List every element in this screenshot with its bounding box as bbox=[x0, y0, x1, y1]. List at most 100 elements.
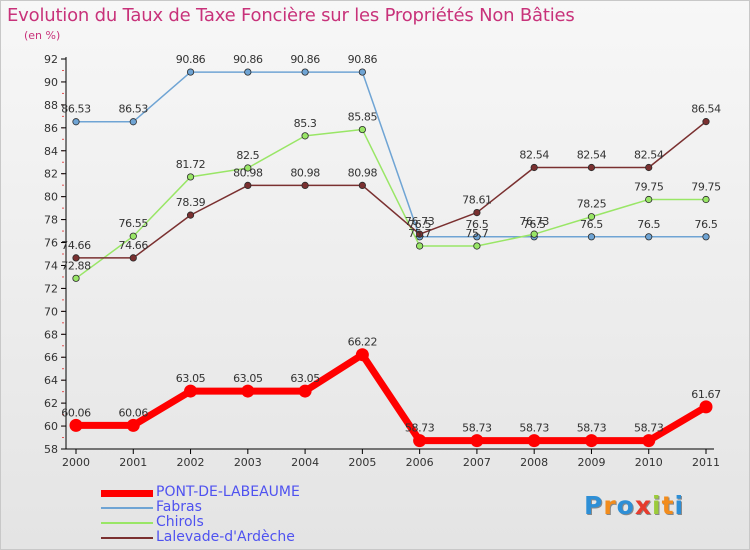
data-point bbox=[416, 242, 424, 250]
data-label: 80.98 bbox=[233, 166, 263, 179]
x-tick-label: 2010 bbox=[635, 456, 663, 469]
legend-label-fabras: Fabras bbox=[156, 499, 202, 515]
data-point bbox=[186, 68, 195, 76]
y-tick-label: 72 bbox=[44, 282, 58, 295]
data-point bbox=[358, 125, 366, 134]
logo-letter: x bbox=[634, 491, 652, 520]
data-point bbox=[129, 118, 137, 126]
logo-letter: i bbox=[652, 491, 662, 520]
data-label: 82.54 bbox=[634, 149, 664, 162]
data-point bbox=[358, 181, 366, 190]
logo-letter: r bbox=[603, 491, 617, 520]
y-tick-label: 78 bbox=[44, 214, 58, 227]
line-chart: 58 60 62 64 66 68 70 72 74 76 78 80 82 84 86 88 90 92 2000… bbox=[44, 53, 722, 469]
data-label: 90.86 bbox=[290, 53, 320, 66]
series-line-lalevade-d-ard-che bbox=[76, 121, 707, 259]
y-tick-label: 86 bbox=[44, 122, 58, 135]
legend-label-lalevade-d-ardeche: Lalevade-d'Ardèche bbox=[156, 529, 295, 545]
data-point bbox=[355, 348, 369, 362]
data-point bbox=[301, 132, 309, 140]
data-point bbox=[72, 274, 80, 282]
data-label: 60.06 bbox=[119, 406, 149, 419]
y-tick-label: 64 bbox=[44, 374, 58, 387]
y-tick-label: 90 bbox=[44, 76, 58, 89]
data-label: 60.06 bbox=[61, 406, 91, 419]
data-label: 90.86 bbox=[176, 53, 206, 66]
y-tick-label: 66 bbox=[44, 351, 58, 364]
data-label: 75.7 bbox=[465, 227, 488, 240]
data-point bbox=[129, 254, 137, 262]
data-point bbox=[241, 384, 255, 398]
data-label: 82.54 bbox=[577, 149, 607, 162]
y-tick-label: 68 bbox=[44, 328, 58, 341]
data-label: 76.5 bbox=[408, 218, 431, 231]
data-point bbox=[473, 208, 481, 217]
y-tick-label: 74 bbox=[44, 259, 58, 272]
data-point bbox=[702, 195, 710, 204]
data-point bbox=[126, 418, 140, 432]
y-tick-label: 80 bbox=[44, 191, 58, 204]
legend-label-pont-de-labeaume: PONT-DE-LABEAUME bbox=[156, 484, 300, 500]
data-label: 76.73 bbox=[519, 215, 549, 228]
y-tick-label: 84 bbox=[44, 145, 58, 158]
data-label: 72.88 bbox=[61, 259, 91, 272]
y-tick-label: 92 bbox=[44, 53, 58, 66]
legend-swatch-chirols bbox=[101, 522, 153, 524]
data-point bbox=[298, 384, 312, 398]
data-point bbox=[587, 213, 596, 221]
data-label: 58.73 bbox=[577, 422, 607, 435]
data-point bbox=[645, 233, 653, 241]
data-point bbox=[69, 418, 83, 432]
legend-swatch-fabras bbox=[101, 507, 153, 509]
legend-swatch-lalevade-d-ardeche bbox=[101, 537, 153, 539]
x-tick-label: 2004 bbox=[291, 456, 319, 469]
data-point bbox=[587, 233, 596, 241]
data-point bbox=[530, 163, 538, 172]
data-label: 78.39 bbox=[176, 196, 206, 209]
data-label: 76.5 bbox=[695, 218, 718, 231]
data-label: 86.53 bbox=[61, 103, 91, 116]
data-label: 76.5 bbox=[523, 218, 546, 231]
x-tick-label: 2007 bbox=[463, 456, 491, 469]
data-label: 76.5 bbox=[580, 218, 603, 231]
data-point bbox=[530, 230, 538, 238]
data-point bbox=[244, 181, 252, 190]
y-tick-label: 76 bbox=[44, 237, 58, 250]
x-tick-label: 2000 bbox=[62, 456, 90, 469]
data-label: 82.5 bbox=[236, 149, 259, 162]
data-point bbox=[416, 230, 424, 238]
data-label: 74.66 bbox=[119, 239, 149, 252]
data-label: 75.7 bbox=[408, 227, 431, 240]
data-point bbox=[645, 163, 653, 172]
logo-letter: t bbox=[661, 491, 675, 520]
x-tick-label: 2008 bbox=[520, 456, 548, 469]
data-point bbox=[72, 254, 80, 262]
data-label: 85.3 bbox=[294, 117, 317, 130]
data-label: 58.73 bbox=[405, 422, 435, 435]
data-point bbox=[301, 181, 309, 190]
series-line-pont-de-labeaume bbox=[76, 351, 708, 445]
proxiti-logo: Proxiti bbox=[584, 491, 684, 520]
x-tick-label: 2002 bbox=[177, 456, 205, 469]
data-label: 79.75 bbox=[634, 181, 664, 194]
data-point bbox=[301, 68, 309, 76]
logo-letter: P bbox=[584, 491, 604, 520]
series-line-chirols bbox=[75, 128, 706, 279]
data-point bbox=[702, 233, 710, 241]
x-tick-label: 2001 bbox=[119, 456, 147, 469]
data-label: 78.25 bbox=[577, 198, 607, 211]
y-tick-label: 70 bbox=[44, 305, 58, 318]
data-label: 90.86 bbox=[233, 53, 263, 66]
data-label: 81.72 bbox=[176, 158, 206, 171]
data-label: 82.54 bbox=[519, 149, 549, 162]
data-label: 58.73 bbox=[462, 422, 492, 435]
y-tick-label: 82 bbox=[44, 168, 58, 181]
y-tick-label: 58 bbox=[44, 443, 58, 456]
data-point bbox=[642, 434, 656, 448]
data-point bbox=[186, 173, 195, 181]
data-label: 78.61 bbox=[462, 194, 492, 207]
data-label: 61.67 bbox=[691, 388, 721, 401]
y-axis-unit-label: (en %) bbox=[24, 29, 61, 42]
data-point bbox=[244, 68, 252, 76]
y-tick-label: 62 bbox=[44, 397, 58, 410]
